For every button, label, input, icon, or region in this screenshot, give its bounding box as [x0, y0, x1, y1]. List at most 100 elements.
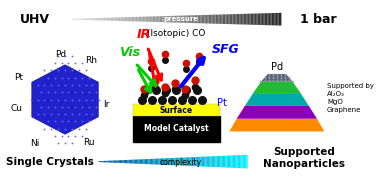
Polygon shape	[199, 15, 200, 23]
Text: (Isotopic) CO: (Isotopic) CO	[147, 29, 206, 38]
Polygon shape	[179, 16, 180, 23]
Polygon shape	[146, 17, 147, 22]
Polygon shape	[232, 14, 234, 24]
Polygon shape	[220, 15, 221, 24]
Polygon shape	[251, 14, 252, 25]
Polygon shape	[130, 160, 131, 163]
Polygon shape	[174, 16, 175, 22]
Polygon shape	[183, 15, 185, 23]
Polygon shape	[249, 14, 251, 25]
Polygon shape	[165, 158, 166, 165]
Polygon shape	[166, 158, 167, 165]
Polygon shape	[220, 156, 221, 167]
Polygon shape	[203, 157, 204, 167]
Polygon shape	[199, 157, 200, 167]
Polygon shape	[237, 155, 238, 168]
Polygon shape	[95, 18, 97, 20]
Polygon shape	[91, 18, 92, 20]
Polygon shape	[206, 15, 207, 23]
Polygon shape	[269, 13, 270, 25]
Polygon shape	[111, 18, 112, 21]
Polygon shape	[133, 17, 135, 21]
Text: Ru: Ru	[83, 138, 95, 147]
Polygon shape	[227, 156, 228, 168]
Polygon shape	[256, 13, 258, 25]
Polygon shape	[150, 16, 151, 22]
Text: Supported
Nanoparticles: Supported Nanoparticles	[263, 147, 345, 169]
Polygon shape	[112, 160, 114, 163]
Polygon shape	[203, 15, 205, 23]
Polygon shape	[245, 14, 246, 25]
Polygon shape	[151, 159, 152, 164]
Polygon shape	[168, 158, 170, 165]
Polygon shape	[261, 74, 293, 81]
Polygon shape	[190, 157, 191, 166]
Polygon shape	[241, 14, 242, 24]
Text: Surface: Surface	[160, 105, 193, 115]
Polygon shape	[182, 15, 183, 23]
Polygon shape	[276, 13, 277, 26]
Polygon shape	[194, 157, 196, 166]
Polygon shape	[221, 14, 223, 24]
Polygon shape	[234, 155, 235, 168]
Polygon shape	[101, 18, 102, 21]
Polygon shape	[158, 16, 160, 22]
Polygon shape	[273, 13, 274, 25]
Polygon shape	[217, 15, 218, 24]
Polygon shape	[193, 15, 195, 23]
Polygon shape	[235, 155, 237, 168]
Polygon shape	[191, 157, 192, 166]
Polygon shape	[178, 158, 179, 166]
Polygon shape	[123, 17, 124, 21]
Polygon shape	[165, 16, 167, 22]
Polygon shape	[126, 17, 127, 21]
Polygon shape	[172, 16, 174, 22]
Polygon shape	[114, 160, 115, 163]
Polygon shape	[157, 159, 158, 165]
Polygon shape	[156, 159, 157, 165]
Text: Ni: Ni	[30, 139, 39, 148]
Polygon shape	[117, 160, 119, 163]
Polygon shape	[174, 158, 176, 165]
Polygon shape	[202, 15, 203, 23]
Polygon shape	[87, 18, 88, 20]
Polygon shape	[178, 16, 179, 23]
Polygon shape	[230, 14, 231, 24]
Polygon shape	[112, 18, 114, 21]
Polygon shape	[184, 157, 186, 166]
Polygon shape	[244, 155, 245, 168]
Polygon shape	[115, 160, 116, 163]
Polygon shape	[193, 157, 194, 166]
Polygon shape	[186, 157, 187, 166]
Polygon shape	[228, 156, 229, 168]
Polygon shape	[155, 159, 156, 164]
Polygon shape	[142, 159, 144, 164]
Polygon shape	[127, 160, 129, 163]
Polygon shape	[176, 158, 177, 165]
Polygon shape	[161, 158, 162, 165]
Polygon shape	[119, 160, 120, 163]
Polygon shape	[80, 19, 81, 20]
Polygon shape	[244, 14, 245, 25]
Polygon shape	[253, 14, 255, 25]
Polygon shape	[153, 16, 154, 22]
Polygon shape	[103, 161, 104, 162]
Polygon shape	[225, 156, 227, 167]
Polygon shape	[207, 156, 208, 167]
Text: IR: IR	[136, 28, 151, 41]
Polygon shape	[208, 156, 209, 167]
Polygon shape	[213, 156, 214, 167]
Polygon shape	[188, 15, 189, 23]
Polygon shape	[84, 18, 85, 20]
Polygon shape	[226, 14, 227, 24]
Polygon shape	[143, 17, 144, 22]
Polygon shape	[167, 158, 168, 165]
Polygon shape	[237, 14, 238, 24]
Polygon shape	[196, 157, 197, 166]
Polygon shape	[140, 159, 141, 164]
Polygon shape	[137, 17, 139, 22]
Polygon shape	[92, 18, 94, 20]
Polygon shape	[71, 19, 73, 20]
Text: Pt: Pt	[217, 98, 227, 108]
Polygon shape	[175, 16, 176, 23]
